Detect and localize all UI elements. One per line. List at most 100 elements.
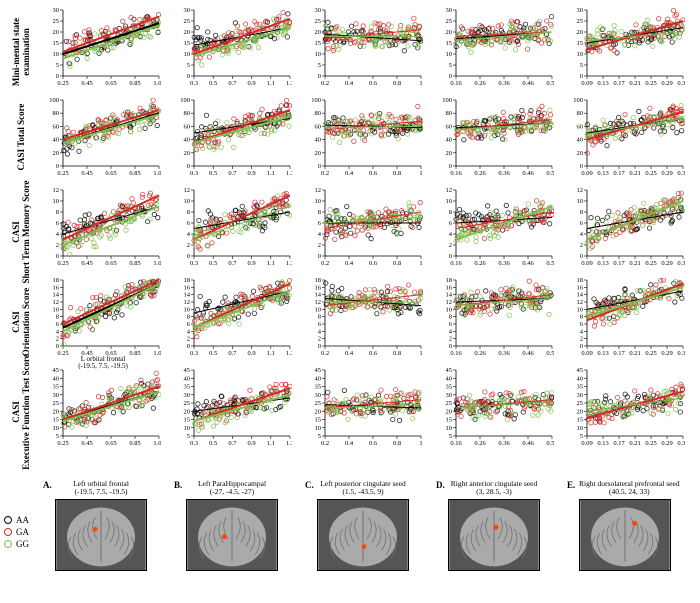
legend-item: AA [4,515,29,525]
svg-text:1.3: 1.3 [286,260,292,267]
svg-text:5: 5 [580,62,583,69]
svg-text:5: 5 [187,433,190,440]
svg-text:0.56: 0.56 [546,80,554,87]
legend-label: AA [16,515,29,525]
svg-text:40: 40 [315,137,322,144]
svg-text:4: 4 [580,231,584,238]
svg-text:0: 0 [449,73,452,80]
svg-text:0.17: 0.17 [613,260,625,267]
svg-text:0: 0 [449,163,452,170]
legend-swatch [4,528,12,536]
svg-text:0.09: 0.09 [581,350,592,357]
scatter-panel: 0204060801000.250.450.650.851.05 [45,98,161,178]
svg-text:0.46: 0.46 [522,350,534,357]
svg-text:40: 40 [53,375,60,382]
svg-text:0.13: 0.13 [597,260,608,267]
svg-text:10: 10 [446,306,453,313]
svg-text:10: 10 [53,51,60,58]
svg-text:15: 15 [184,417,191,424]
scatter-panel: 0246810121416180.250.450.650.851.05 [45,278,161,358]
svg-text:0.17: 0.17 [613,80,625,87]
scatter-panel: 0510152025300.090.130.170.210.250.290.33 [569,8,685,88]
svg-text:0.45: 0.45 [81,260,92,267]
svg-text:0.65: 0.65 [105,170,116,177]
svg-text:0.16: 0.16 [450,260,462,267]
svg-text:6: 6 [318,321,322,328]
svg-text:0.6: 0.6 [369,350,378,357]
svg-text:0.29: 0.29 [661,350,672,357]
svg-text:15: 15 [446,417,453,424]
svg-text:0.2: 0.2 [321,170,329,177]
svg-text:14: 14 [184,292,191,299]
svg-text:30: 30 [184,8,191,14]
svg-text:0.33: 0.33 [677,170,685,177]
figure-root: 0510152025300.250.450.650.851.0505101520… [0,0,700,603]
scatter-panel: 0246810120.090.130.170.210.250.290.33 [569,188,685,268]
svg-text:20: 20 [53,408,60,415]
svg-text:1.05: 1.05 [153,80,161,87]
svg-text:20: 20 [184,408,191,415]
svg-text:10: 10 [577,51,584,58]
svg-text:15: 15 [315,40,322,47]
svg-text:0: 0 [187,73,190,80]
svg-text:20: 20 [577,150,584,157]
scatter-panel: 510152025303540450.30.50.70.91.11.3 [176,368,292,448]
svg-text:0.4: 0.4 [345,80,354,87]
svg-text:5: 5 [318,62,321,69]
svg-text:1.1: 1.1 [267,260,275,267]
svg-text:20: 20 [315,29,322,36]
svg-text:8: 8 [56,209,59,216]
svg-text:0.45: 0.45 [81,80,92,87]
svg-text:0.2: 0.2 [321,350,329,357]
svg-text:18: 18 [577,278,584,284]
svg-text:0.25: 0.25 [57,260,68,267]
svg-text:12: 12 [577,299,584,306]
svg-text:0.3: 0.3 [190,80,198,87]
svg-text:0.7: 0.7 [228,80,237,87]
svg-text:25: 25 [53,400,60,407]
svg-text:18: 18 [184,278,191,284]
svg-text:8: 8 [449,209,452,216]
svg-text:40: 40 [315,375,322,382]
svg-text:1.1: 1.1 [267,350,275,357]
svg-text:0.7: 0.7 [228,350,237,357]
svg-text:0.65: 0.65 [105,260,116,267]
svg-text:0.26: 0.26 [474,170,486,177]
svg-text:20: 20 [577,29,584,36]
svg-text:0: 0 [187,163,190,170]
svg-text:0: 0 [56,253,59,260]
svg-text:10: 10 [184,306,191,313]
scatter-panel: 0204060801000.20.40.60.81 [307,98,423,178]
svg-text:20: 20 [53,150,60,157]
svg-text:16: 16 [53,284,60,291]
svg-text:20: 20 [315,408,322,415]
svg-text:0.9: 0.9 [248,80,256,87]
svg-text:0.4: 0.4 [345,260,354,267]
svg-text:10: 10 [446,425,453,432]
svg-text:25: 25 [315,400,322,407]
svg-text:0.8: 0.8 [393,350,401,357]
svg-text:1.05: 1.05 [153,350,161,357]
svg-text:0: 0 [318,253,321,260]
svg-text:6: 6 [449,321,453,328]
svg-text:0.4: 0.4 [345,350,354,357]
svg-text:30: 30 [53,392,60,399]
svg-text:10: 10 [53,425,60,432]
svg-text:8: 8 [580,314,583,321]
svg-text:1.3: 1.3 [286,80,292,87]
svg-text:0.6: 0.6 [369,260,378,267]
svg-text:0.25: 0.25 [645,350,656,357]
svg-text:10: 10 [53,306,60,313]
svg-text:10: 10 [446,198,453,205]
svg-text:8: 8 [56,314,59,321]
svg-text:5: 5 [449,62,452,69]
svg-text:0.21: 0.21 [629,350,640,357]
svg-text:1.1: 1.1 [267,170,275,177]
svg-text:0.6: 0.6 [369,80,378,87]
svg-text:10: 10 [577,198,584,205]
svg-text:0.09: 0.09 [581,260,592,267]
svg-text:0.5: 0.5 [209,350,217,357]
panel-annotation: L orbital frontal(-19.5, 7.5, -19.5) [55,356,151,370]
svg-text:0.16: 0.16 [450,80,462,87]
panel-letter: B. [174,480,182,490]
